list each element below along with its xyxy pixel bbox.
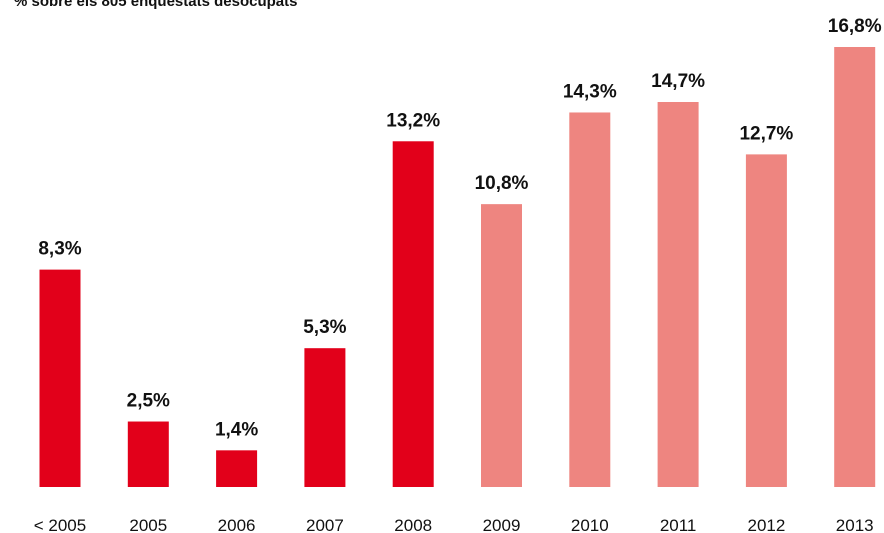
x-tick-label: 2008 [394,516,432,533]
value-label: 5,3% [303,317,346,338]
x-tick-label: 2011 [660,516,697,533]
value-label: 13,2% [386,110,440,131]
value-label: 2,5% [127,391,170,412]
value-label: 1,4% [215,419,258,440]
x-tick-label: 2006 [218,516,256,533]
bar [216,450,258,487]
x-tick-label: 2009 [483,516,521,533]
x-tick-label: 2012 [747,516,785,533]
bar [745,154,787,487]
value-label: 14,7% [651,71,705,92]
bar [304,348,346,487]
x-tick-label: 2010 [571,516,609,533]
x-tick-label: < 2005 [34,516,86,533]
bar [392,141,434,488]
bar [834,47,876,487]
bar [569,112,611,487]
bar [481,204,522,487]
bar [39,269,81,487]
value-label: 16,8% [828,16,882,37]
bar [127,421,169,487]
value-label: 12,7% [739,123,793,144]
value-label: 14,3% [563,81,617,102]
bar [657,102,699,487]
value-label: 8,3% [38,239,81,260]
x-tick-label: 2005 [129,516,167,533]
value-label: 10,8% [475,173,529,194]
chart-title: % sobre els 805 enquestats desocupats [14,0,297,10]
x-tick-label: 2013 [836,516,874,533]
x-tick-label: 2007 [306,516,344,533]
